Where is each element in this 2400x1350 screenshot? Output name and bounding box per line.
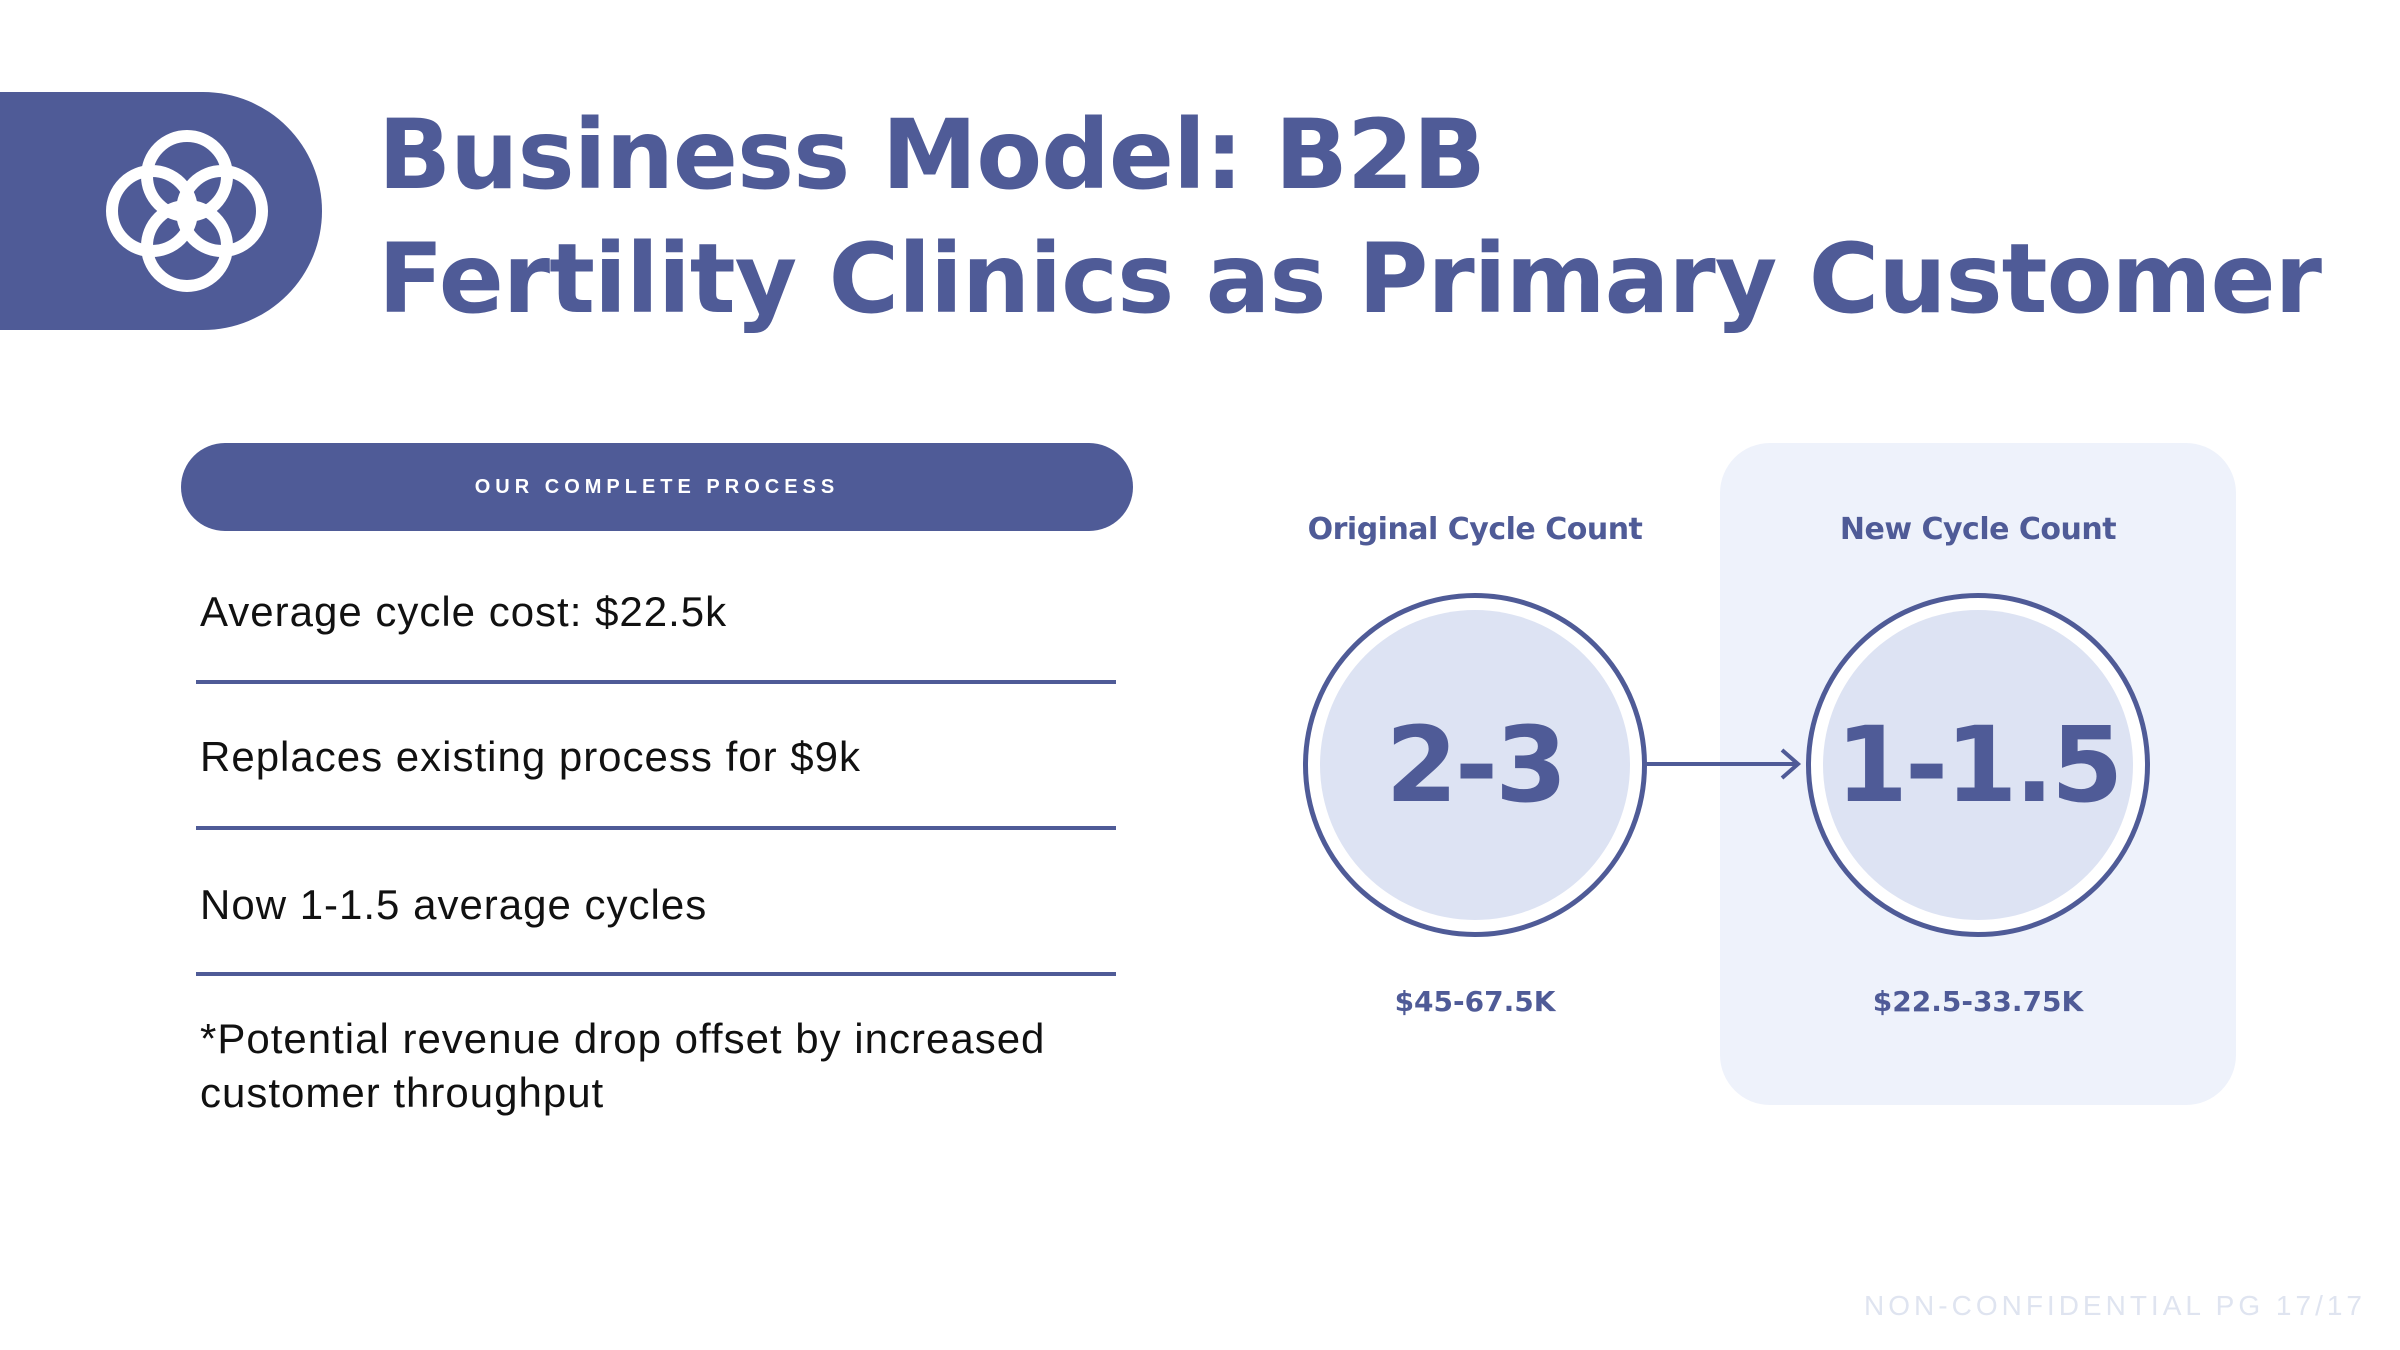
new-cycle-circle: 1-1.5 [1806, 593, 2150, 937]
page-title-line2: Fertility Clinics as Primary Customer [378, 223, 2322, 335]
logo-tab [0, 92, 322, 330]
process-item: Average cycle cost: $22.5k [200, 588, 728, 635]
original-cycle-value: 2-3 [1385, 704, 1568, 826]
new-cycle-label: New Cycle Count [1839, 512, 2117, 547]
page-title-line1: Business Model: B2B [378, 99, 1486, 211]
process-note: *Potential revenue drop offset by increa… [200, 1015, 1046, 1116]
new-cycle-value: 1-1.5 [1835, 704, 2124, 826]
original-cycle-circle: 2-3 [1303, 593, 1647, 937]
new-cost-range: $22.5-33.75K [1872, 985, 2084, 1018]
arrow-right-icon [1646, 748, 1802, 780]
original-cost-range: $45-67.5K [1394, 985, 1556, 1018]
process-section-header: OUR COMPLETE PROCESS [181, 443, 1133, 531]
footer-page-label: NON-CONFIDENTIAL PG 17/17 [1864, 1290, 2366, 1321]
divider [196, 680, 1116, 684]
process-item: Now 1-1.5 average cycles [200, 881, 708, 928]
original-cycle-label: Original Cycle Count [1307, 512, 1643, 547]
divider [196, 826, 1116, 830]
process-item: Replaces existing process for $9k [200, 733, 861, 780]
interlocking-rings-icon [106, 130, 268, 292]
divider [196, 972, 1116, 976]
